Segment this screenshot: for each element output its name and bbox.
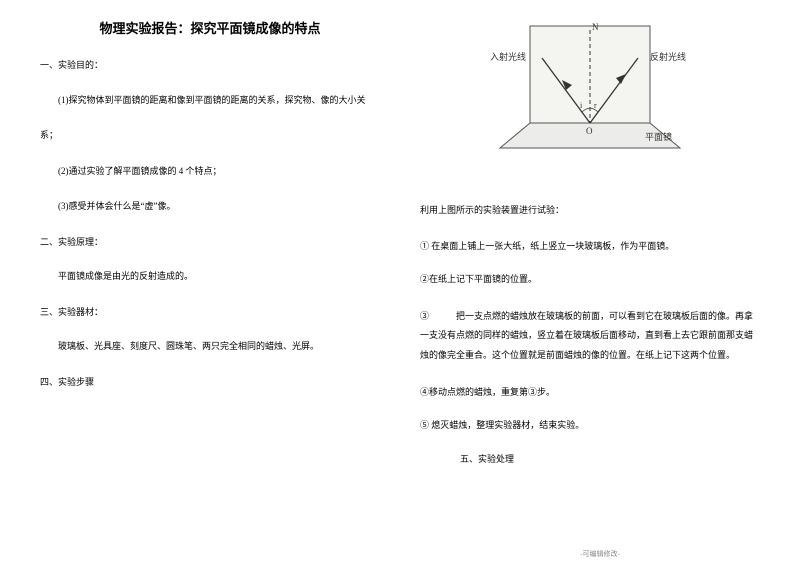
step-2: ②在纸上记下平面镜的位置。 <box>420 273 760 287</box>
s1-item3: (3)感受并体会什么是“虚”像。 <box>40 200 380 214</box>
step-list: ① 在桌面上铺上一张大纸，纸上竖立一块玻璃板，作为平面镜。 ②在纸上记下平面镜的… <box>420 240 760 433</box>
s1-item1b: 系； <box>40 129 380 143</box>
step-3: ③ 把一支点燃的蜡烛放在玻璃板的前面，可以看到它在玻璃板后面的像。再拿一支没有点… <box>420 307 760 366</box>
step-5: ⑤ 熄灭蜡烛，整理实验器材，结束实验。 <box>420 419 760 433</box>
s2-body: 平面镜成像是由光的反射造成的。 <box>40 270 380 284</box>
right-intro: 利用上图所示的实验装置进行试验： <box>420 204 760 218</box>
section-1-head: 一、实验目的： <box>40 59 380 72</box>
label-reflected: 反射光线 <box>650 51 686 62</box>
label-incident: 入射光线 <box>490 51 526 62</box>
step-4: ④移动点燃的蜡烛，重复第③步。 <box>420 386 760 400</box>
left-column: 物理实验报告：探究平面镜成像的特点 一、实验目的： (1)探究物体到平面镜的距离… <box>0 0 400 565</box>
label-o: O <box>586 126 593 136</box>
step-1: ① 在桌面上铺上一张大纸，纸上竖立一块玻璃板，作为平面镜。 <box>420 240 760 254</box>
section-3-head: 三、实验器材： <box>40 306 380 319</box>
right-column: N i r O 入射光线 反射光线 平面镜 利用上图所示的实验装置进行试验： ①… <box>400 0 800 565</box>
s1-item2: (2)通过实验了解平面镜成像的 4 个特点； <box>40 165 380 179</box>
section-2-head: 二、实验原理： <box>40 236 380 249</box>
doc-title: 物理实验报告：探究平面镜成像的特点 <box>40 18 380 37</box>
section-5-head: 五、实验处理 <box>420 453 760 466</box>
label-mirror: 平面镜 <box>645 131 672 142</box>
page-footer: -可编辑修改- <box>400 549 800 559</box>
reflection-diagram: N i r O 入射光线 反射光线 平面镜 <box>470 18 710 178</box>
label-n: N <box>592 22 599 32</box>
section-4-head: 四、实验步骤 <box>40 376 380 389</box>
s1-item1: (1)探究物体到平面镜的距离和像到平面镜的距离的关系，探究物、像的大小关 <box>40 94 380 108</box>
label-r: r <box>594 101 597 110</box>
s3-body: 玻璃板、光具座、刻度尺、圆珠笔、两只完全相同的蜡烛、光屏。 <box>40 340 380 354</box>
